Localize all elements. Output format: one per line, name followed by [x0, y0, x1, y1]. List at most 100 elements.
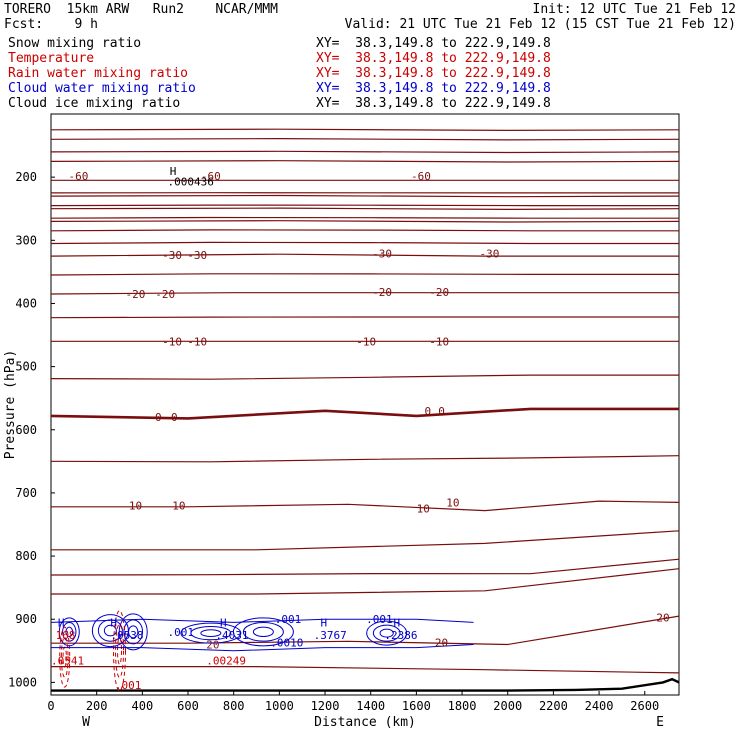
contour-label: -20 — [126, 288, 146, 301]
y-tick-label: 1000 — [8, 675, 37, 689]
field-annotation: .4031 — [215, 629, 248, 642]
contour-label: -10 — [187, 335, 207, 348]
x-tick-label: 1200 — [311, 699, 340, 713]
init-time: Init: 12 UTC Tue 21 Feb 12 — [532, 2, 737, 17]
contour-label: -30 — [480, 248, 500, 261]
cloud-water-envelope — [50, 618, 474, 623]
isotherm-minor — [50, 229, 679, 232]
x-end-label-east: E — [656, 715, 664, 730]
field-annotation: .0538 — [110, 629, 143, 642]
forecast-hour: Fcst: 9 h — [4, 17, 98, 32]
field-name-cloud-ice: Cloud ice mixing ratio — [8, 96, 181, 111]
isotherm-10 — [51, 500, 680, 512]
isotherm-minor — [50, 455, 680, 463]
y-axis-label: Pressure (hPa) — [3, 350, 18, 460]
isotherm-minor — [50, 207, 680, 211]
mixing-ratio-contour — [372, 624, 401, 642]
contour-label: 0 — [424, 405, 431, 418]
y-tick-label: 500 — [15, 360, 37, 374]
field-name-rain-water: Rain water mixing ratio — [8, 66, 189, 81]
contour-label: 0 — [438, 405, 445, 418]
mixing-ratio-contour — [115, 623, 125, 678]
contour-label: 20 — [435, 637, 448, 650]
field-annotation: .001 — [275, 613, 302, 626]
contour-label: 10 — [172, 500, 185, 513]
contour-label: -60 — [411, 170, 431, 183]
valid-time: Valid: 21 UTC Tue 21 Feb 12 (15 CST Tue … — [344, 17, 736, 32]
field-name-snow: Snow mixing ratio — [8, 36, 142, 51]
field-annotation: H — [170, 165, 177, 178]
isotherm-minor — [50, 204, 679, 207]
field-annotation: H — [58, 616, 65, 629]
x-tick-label: 2000 — [493, 699, 522, 713]
isotherm-minor — [51, 666, 680, 674]
mixing-ratio-contour — [65, 626, 74, 638]
isotherm--20 — [50, 292, 679, 295]
x-tick-label: 1800 — [448, 699, 477, 713]
x-end-label-west: W — [82, 715, 90, 730]
x-tick-label: 200 — [86, 699, 108, 713]
y-tick-label: 800 — [15, 549, 37, 563]
isotherm-0 — [50, 407, 679, 420]
field-annotation: H — [220, 616, 227, 629]
x-tick-label: 600 — [177, 699, 199, 713]
mixing-ratio-contour — [113, 610, 127, 692]
field-annotation: 168 — [56, 629, 76, 642]
contour-label: -20 — [429, 286, 449, 299]
isotherm-minor — [51, 568, 680, 595]
contour-label: 10 — [129, 500, 142, 513]
field-xy-cloud-ice: XY= 38.3,149.8 to 222.9,149.8 — [316, 96, 551, 111]
field-xy-temperature: XY= 38.3,149.8 to 222.9,149.8 — [316, 51, 551, 66]
mixing-ratio-contour — [242, 622, 284, 642]
field-annotation: .00249 — [206, 654, 246, 667]
isotherm-minor — [50, 194, 680, 198]
field-name-temperature: Temperature — [8, 51, 95, 66]
mixing-ratio-contour — [252, 626, 274, 638]
contour-label: -60 — [68, 170, 88, 183]
mixing-ratio-contour — [118, 613, 148, 651]
cloud-water-envelope — [51, 644, 474, 652]
contour-label: -30 — [162, 249, 182, 262]
field-annotation: H — [320, 616, 327, 629]
contour-label: 20 — [656, 611, 669, 624]
y-tick-label: 700 — [15, 486, 37, 500]
x-tick-label: 1600 — [402, 699, 431, 713]
contour-label: -20 — [372, 286, 392, 299]
y-tick-label: 600 — [15, 423, 37, 437]
x-axis-label: Distance (km) — [314, 715, 416, 730]
isotherm-minor — [50, 150, 680, 154]
mixing-ratio-contour-group — [50, 610, 474, 692]
contour-label: -20 — [155, 288, 175, 301]
plot-frame-group — [50, 113, 680, 696]
mixing-ratio-contour — [128, 625, 139, 639]
mixing-ratio-contour — [59, 626, 71, 688]
contour-label: -30 — [187, 249, 207, 262]
x-tick-label: 800 — [223, 699, 245, 713]
y-tick-label: 200 — [15, 170, 37, 184]
mixing-ratio-contour — [117, 636, 123, 665]
contour-label: -10 — [429, 335, 449, 348]
contour-label: 10 — [417, 503, 430, 516]
y-tick-label: 300 — [15, 233, 37, 247]
mixing-ratio-contour — [232, 617, 294, 647]
field-annotation: .001 — [366, 613, 393, 626]
contour-label: -30 — [372, 248, 392, 261]
isotherm--30 — [50, 253, 679, 257]
mixing-ratio-contour — [190, 625, 232, 641]
field-annotation: .2386 — [384, 629, 417, 642]
x-tick-label: 2200 — [539, 699, 568, 713]
isotherm-minor — [50, 558, 680, 576]
plot-frame — [50, 113, 680, 696]
chart-title: TORERO 15km ARW Run2 NCAR/MMM — [4, 2, 278, 17]
field-annotation: H — [394, 616, 401, 629]
isotherm-minor — [50, 160, 680, 163]
isotherm-minor — [50, 220, 680, 223]
field-annotation: .001 — [115, 679, 142, 692]
field-xy-rain-water: XY= 38.3,149.8 to 222.9,149.8 — [316, 66, 551, 81]
field-xy-cloud-water: XY= 38.3,149.8 to 222.9,149.8 — [316, 81, 551, 96]
isotherm-minor — [51, 530, 680, 551]
field-annotation: .0010 — [270, 637, 303, 650]
contour-label: -60 — [201, 170, 221, 183]
